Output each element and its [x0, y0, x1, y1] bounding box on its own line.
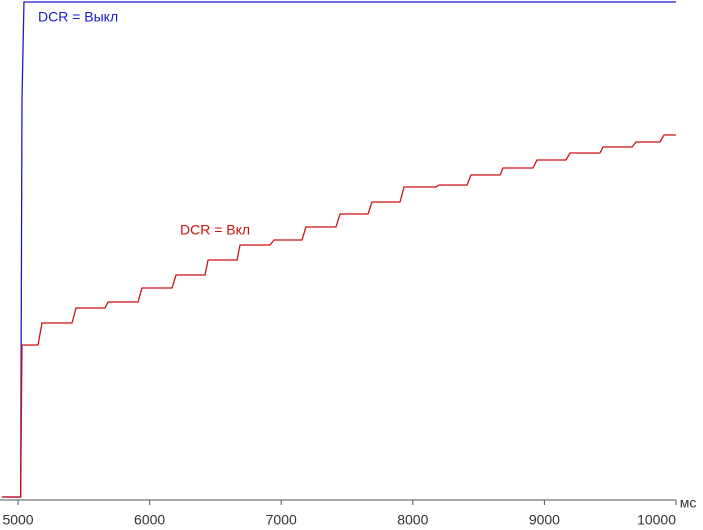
- x-tick-label: 10000: [637, 512, 676, 528]
- x-tick-label: 7000: [266, 512, 297, 528]
- x-tick-label: 6000: [134, 512, 165, 528]
- series-line: [1, 134, 676, 498]
- x-tick-label: 8000: [397, 512, 428, 528]
- x-axis-label: мс: [680, 495, 697, 511]
- x-tick-label: 9000: [529, 512, 560, 528]
- series-label: DCR = Вкл: [180, 222, 250, 238]
- series-label: DCR = Выкл: [38, 9, 118, 25]
- x-tick-label: 5000: [2, 512, 33, 528]
- series-line: [1, 1, 676, 498]
